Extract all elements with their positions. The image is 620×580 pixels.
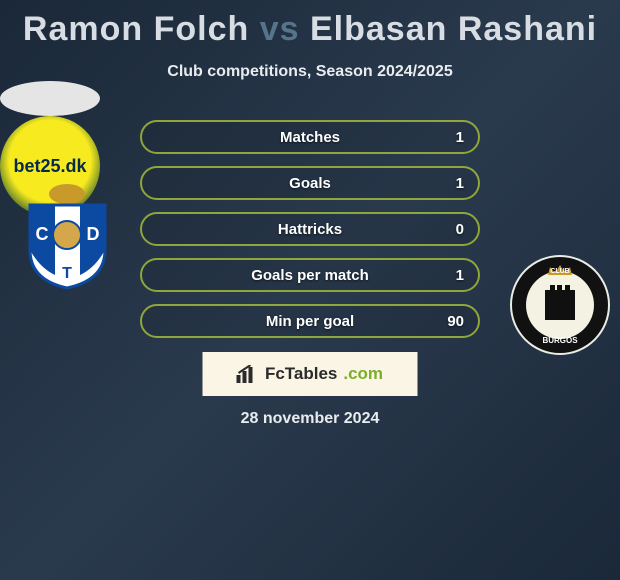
fctables-logo: FcTables .com <box>203 352 418 396</box>
player2-name: Elbasan Rashani <box>310 10 597 48</box>
crest-ball-icon <box>53 221 81 249</box>
logo-brand: FcTables <box>265 364 337 384</box>
bar-min-per-goal: Min per goal 90 <box>140 304 480 338</box>
bar-value-right: 1 <box>456 129 464 146</box>
crest-letter-c: C <box>36 224 49 244</box>
logo-suffix: .com <box>343 364 383 384</box>
crown-icon <box>49 184 85 204</box>
stats-bars: Matches 1 Goals 1 Hattricks 0 Goals per … <box>140 120 480 350</box>
bar-value-right: 0 <box>456 221 464 238</box>
bar-label: Hattricks <box>278 221 342 238</box>
bar-label: Goals per match <box>251 267 369 284</box>
bar-goals: Goals 1 <box>140 166 480 200</box>
infographic-date: 28 november 2024 <box>241 410 380 428</box>
crest-text-top: CLUB <box>550 268 569 275</box>
avatar-right-text: bet25.dk <box>13 156 86 177</box>
bar-value-right: 1 <box>456 175 464 192</box>
crest-text-bottom: BURGOS <box>542 336 578 345</box>
bar-goals-per-match: Goals per match 1 <box>140 258 480 292</box>
crest-letter-t: T <box>62 265 72 282</box>
crest-castle-icon <box>545 290 575 320</box>
bar-value-right: 1 <box>456 267 464 284</box>
crest-letter-d: D <box>87 224 100 244</box>
crest-right-svg: BURGOS CLUB <box>510 255 610 355</box>
player1-avatar <box>0 81 100 116</box>
player1-club-crest: C D T <box>20 180 115 290</box>
subtitle: Club competitions, Season 2024/2025 <box>0 63 620 81</box>
bar-label: Goals <box>289 175 331 192</box>
bar-matches: Matches 1 <box>140 120 480 154</box>
bar-hattricks: Hattricks 0 <box>140 212 480 246</box>
bars-icon <box>237 365 259 383</box>
player2-club-crest: BURGOS CLUB <box>510 255 610 355</box>
comparison-title: Ramon Folch vs Elbasan Rashani <box>0 0 620 49</box>
bar-label: Matches <box>280 129 340 146</box>
bar-label: Min per goal <box>266 313 354 330</box>
vs-text: vs <box>260 10 300 48</box>
bar-value-right: 90 <box>447 313 464 330</box>
player1-name: Ramon Folch <box>23 10 249 48</box>
